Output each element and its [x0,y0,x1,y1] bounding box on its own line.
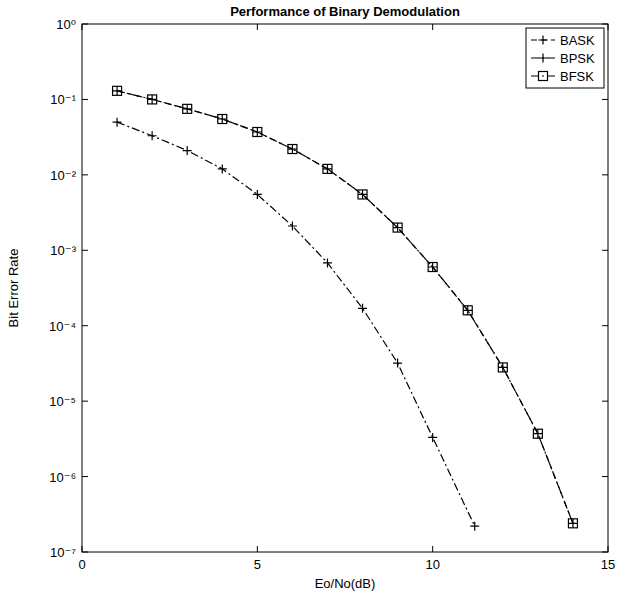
series-marker [463,306,472,315]
legend-line [531,75,555,76]
series-marker [218,115,227,124]
y-tick [82,24,88,25]
y-tick [82,476,88,477]
x-tick-label: 15 [601,557,615,572]
y-axis-title: Bit Error Rate [6,249,21,328]
y-tick-label: 10⁻⁶ [49,470,76,485]
series-marker [358,304,367,313]
series-marker [148,95,157,104]
series-marker [533,429,542,438]
series-marker [183,104,192,113]
legend-marker [539,72,548,81]
y-tick [82,401,88,402]
x-tick-label: 0 [78,557,85,572]
x-tick [82,24,83,30]
y-tick [82,174,88,175]
y-tick [82,250,88,251]
legend-label: BFSK [560,69,594,84]
y-tick-label: 10⁻¹ [50,92,76,107]
series-marker [183,104,192,113]
x-tick [257,546,258,552]
series-marker [288,145,297,154]
title: Performance of Binary Demodulation [230,4,460,19]
series-marker [288,221,297,230]
y-tick [602,24,608,25]
series-marker [358,190,367,199]
x-tick [608,546,609,552]
y-tick-label: 10⁻² [50,168,76,183]
y-tick-label: 10⁻⁷ [50,545,76,560]
y-tick-label: 10⁻⁴ [49,319,76,334]
y-tick-label: 10⁻³ [50,243,76,258]
y-tick [602,99,608,100]
series-marker [113,118,122,127]
x-tick-label: 10 [425,557,439,572]
plot-area [113,86,578,530]
series-marker [428,263,437,272]
series-marker [113,86,122,95]
x-tick [432,24,433,30]
series-marker [470,522,479,531]
series-marker [253,190,262,199]
series-line [117,91,573,523]
series-marker [498,363,507,372]
y-tick [82,325,88,326]
series-marker [393,223,402,232]
series-marker [568,519,577,528]
legend-marker [539,54,548,63]
series-marker [428,433,437,442]
series-line [117,122,475,526]
y-tick [602,250,608,251]
legend-label: BASK [560,33,595,48]
series-marker [288,145,297,154]
series-marker [323,164,332,173]
legend-marker [539,36,548,45]
series-marker [218,164,227,173]
legend-box [526,28,604,88]
x-tick [82,546,83,552]
series-marker [393,359,402,368]
x-tick [432,546,433,552]
series-line [117,91,573,523]
y-tick [602,552,608,553]
legend: BASK BPSK BFSK [526,28,604,88]
plot-frame [82,24,608,552]
chart: Performance of Binary Demodulation 0 5 10 15… [0,0,644,599]
y-tick [602,325,608,326]
series-marker [113,86,122,95]
y-tick-label: 10⁻⁵ [49,394,76,409]
x-tick-label: 5 [254,557,261,572]
series-marker [253,127,262,136]
x-axis-title: Eo/No(dB) [315,576,376,591]
y-tick [602,401,608,402]
series-marker [323,258,332,267]
series-marker [568,519,577,528]
legend-label: BPSK [560,51,595,66]
x-tick [608,24,609,30]
y-tick [82,99,88,100]
x-tick [257,24,258,30]
y-tick [602,476,608,477]
series-marker [183,146,192,155]
y-tick [82,552,88,553]
y-tick [602,174,608,175]
series-marker [148,131,157,140]
y-tick-label: 10⁰ [56,17,76,32]
